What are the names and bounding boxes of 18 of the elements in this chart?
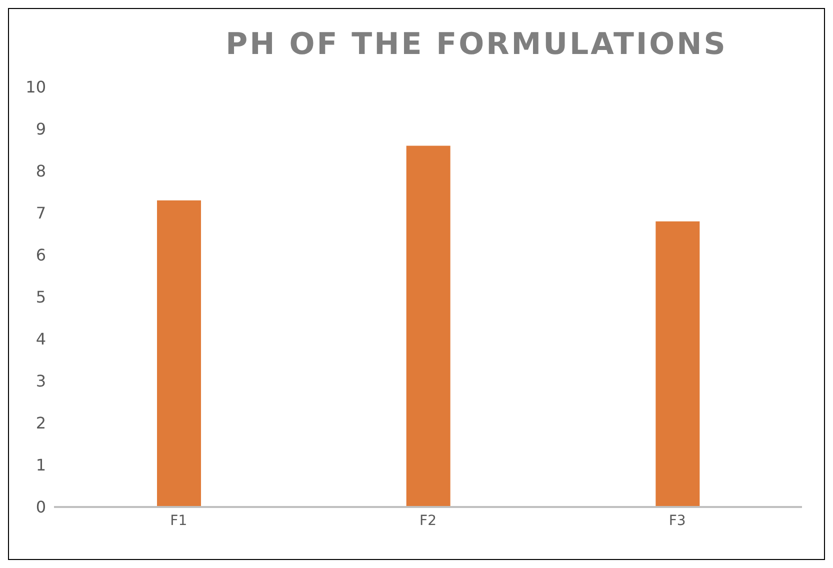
y-tick-label: 1: [36, 456, 46, 475]
y-tick-label: 3: [36, 372, 46, 391]
y-tick-label: 9: [36, 120, 46, 139]
y-tick-label: 6: [36, 246, 46, 265]
y-tick-label: 2: [36, 414, 46, 433]
y-tick-label: 10: [26, 78, 46, 97]
y-tick-label: 4: [36, 330, 46, 349]
chart-title: PH OF THE FORMULATIONS: [224, 26, 728, 64]
bar: [157, 200, 201, 507]
y-tick-label: 8: [36, 162, 46, 181]
x-tick-label: F1: [170, 512, 188, 529]
y-tick-label: 5: [36, 288, 46, 307]
bar: [656, 221, 700, 507]
x-tick-label: F2: [420, 512, 436, 529]
y-tick-label: 0: [36, 498, 46, 517]
bar: [406, 146, 450, 507]
y-tick-label: 7: [36, 204, 46, 223]
x-tick-label: F3: [668, 512, 686, 529]
